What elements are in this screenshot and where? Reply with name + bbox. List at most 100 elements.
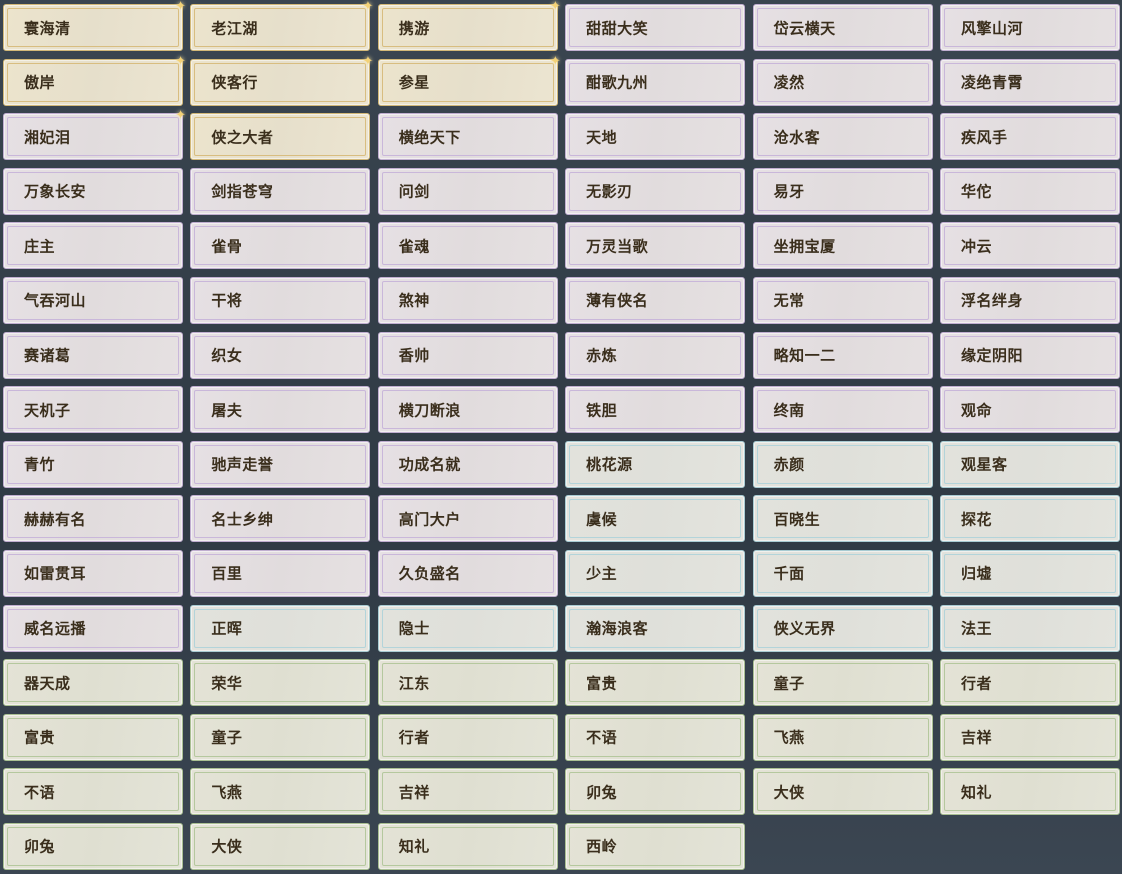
title-card-purple[interactable]: 驰声走誉	[190, 440, 371, 488]
title-card-purple[interactable]: 屠夫	[190, 386, 371, 434]
title-card-purple[interactable]: 万灵当歌	[565, 222, 746, 270]
title-card-purple[interactable]: 天机子	[3, 386, 183, 434]
title-card-purple[interactable]: 煞神	[377, 276, 558, 324]
title-card-green[interactable]: 行者	[377, 713, 558, 761]
title-card-green[interactable]: 西岭	[565, 822, 746, 870]
title-card-purple[interactable]: 干将	[190, 276, 371, 324]
title-card-purple[interactable]: 缘定阴阳	[939, 331, 1120, 379]
title-card-purple[interactable]: 酣歌九州	[565, 58, 746, 106]
title-card-purple[interactable]: 名士乡绅	[190, 495, 371, 543]
title-card-purple[interactable]: 气吞河山	[3, 276, 183, 324]
title-card-gold[interactable]: 侠客行 ✦	[190, 54, 373, 106]
title-card-purple[interactable]: 观命	[939, 386, 1120, 434]
title-card-blue[interactable]: 少主	[565, 549, 746, 597]
title-card-blue[interactable]: 法王	[939, 604, 1120, 652]
title-card-purple[interactable]: 问剑	[377, 167, 558, 215]
title-card-purple[interactable]: 赛诸葛	[3, 331, 183, 379]
title-card-gold[interactable]: 老江湖 ✦	[190, 0, 373, 51]
title-card-purple[interactable]: 坐拥宝厦	[752, 222, 933, 270]
title-card-purple[interactable]: 万象长安	[3, 167, 183, 215]
title-card-green[interactable]: 童子	[752, 659, 933, 707]
title-card-purple[interactable]: 冲云	[939, 222, 1120, 270]
title-card-purple[interactable]: 终南	[752, 386, 933, 434]
title-card-green[interactable]: 器天成	[3, 659, 183, 707]
title-card-purple[interactable]: 雀骨	[190, 222, 371, 270]
title-label: 不语	[586, 728, 618, 747]
title-card-purple[interactable]: 织女	[190, 331, 371, 379]
title-card-blue[interactable]: 观星客	[939, 440, 1120, 488]
title-card-green[interactable]: 飞燕	[752, 713, 933, 761]
title-card-purple[interactable]: 风擎山河	[939, 4, 1120, 51]
title-card-purple[interactable]: 剑指苍穹	[190, 167, 371, 215]
title-card-purple[interactable]: 无影刃	[565, 167, 746, 215]
title-card-green[interactable]: 富贵	[565, 659, 746, 707]
title-card-purple[interactable]: 岱云横天	[752, 4, 933, 51]
title-card-purple[interactable]: 赤炼	[565, 331, 746, 379]
title-card-purple[interactable]: 薄有侠名	[565, 276, 746, 324]
title-card-green[interactable]: 荣华	[190, 659, 371, 707]
title-card-blue[interactable]: 赤颜	[752, 440, 933, 488]
title-card-blue[interactable]: 正晖	[190, 604, 371, 652]
title-card-purple[interactable]: 香帅	[377, 331, 558, 379]
title-card-green[interactable]: 不语	[3, 768, 183, 816]
title-card-purple[interactable]: 如雷贯耳	[3, 549, 183, 597]
title-card-gold[interactable]: 寰海清 ✦	[3, 0, 186, 51]
title-card-blue[interactable]: 探花	[939, 495, 1120, 543]
title-card-purple[interactable]: 略知一二	[752, 331, 933, 379]
title-card-green[interactable]: 卯兔	[3, 822, 183, 870]
title-card-purple[interactable]: 青竹	[3, 440, 183, 488]
title-card-green[interactable]: 知礼	[939, 768, 1120, 816]
title-card-blue[interactable]: 隐士	[377, 604, 558, 652]
title-card-green[interactable]: 童子	[190, 713, 371, 761]
title-card-green[interactable]: 吉祥	[939, 713, 1120, 761]
title-card-blue[interactable]: 桃花源	[565, 440, 746, 488]
title-card-blue[interactable]: 虞候	[565, 495, 746, 543]
title-card-blue[interactable]: 归墟	[939, 549, 1120, 597]
title-card-gold[interactable]: 傲岸 ✦	[3, 54, 186, 106]
title-card-purple[interactable]: 湘妃泪 ✦	[3, 108, 186, 161]
title-card-green[interactable]: 江东	[377, 659, 558, 707]
card-frame	[381, 62, 554, 102]
title-card-green[interactable]: 吉祥	[377, 768, 558, 816]
title-card-purple[interactable]: 赫赫有名	[3, 495, 183, 543]
title-card-purple[interactable]: 疾风手	[939, 113, 1120, 161]
title-card-purple[interactable]: 无常	[752, 276, 933, 324]
title-card-purple[interactable]: 横绝天下	[377, 113, 558, 161]
title-label: 香帅	[398, 346, 430, 365]
title-card-purple[interactable]: 久负盛名	[377, 549, 558, 597]
title-card-green[interactable]: 卯兔	[565, 768, 746, 816]
title-card-blue[interactable]: 千面	[752, 549, 933, 597]
title-card-purple[interactable]: 凌然	[752, 58, 933, 106]
title-card-green[interactable]: 飞燕	[190, 768, 371, 816]
title-card-purple[interactable]: 凌绝青霄	[939, 58, 1120, 106]
title-card-purple[interactable]: 沧水客	[752, 113, 933, 161]
title-card-purple[interactable]: 横刀断浪	[377, 386, 558, 434]
card-frame	[194, 499, 367, 539]
title-card-green[interactable]: 大侠	[190, 822, 371, 870]
title-card-gold[interactable]: 侠之大者	[190, 113, 371, 161]
title-card-purple[interactable]: 庄主	[3, 222, 183, 270]
title-card-blue[interactable]: 侠义无界	[752, 604, 933, 652]
title-card-gold[interactable]: 携游 ✦	[377, 0, 561, 51]
card-frame	[194, 553, 367, 593]
title-card-green[interactable]: 行者	[939, 659, 1120, 707]
title-card-purple[interactable]: 雀魂	[377, 222, 558, 270]
title-card-purple[interactable]: 铁胆	[565, 386, 746, 434]
title-card-purple[interactable]: 甜甜大笑	[565, 4, 746, 51]
title-card-purple[interactable]: 华佗	[939, 167, 1120, 215]
title-card-blue[interactable]: 瀚海浪客	[565, 604, 746, 652]
title-card-gold[interactable]: 参星 ✦	[377, 54, 561, 106]
title-card-green[interactable]: 大侠	[752, 768, 933, 816]
title-card-purple[interactable]: 天地	[565, 113, 746, 161]
card-frame	[381, 335, 554, 375]
title-card-green[interactable]: 不语	[565, 713, 746, 761]
title-card-purple[interactable]: 功成名就	[377, 440, 558, 488]
title-card-blue[interactable]: 百晓生	[752, 495, 933, 543]
title-card-purple[interactable]: 威名远播	[3, 604, 183, 652]
title-card-purple[interactable]: 易牙	[752, 167, 933, 215]
title-card-purple[interactable]: 百里	[190, 549, 371, 597]
title-card-purple[interactable]: 浮名绊身	[939, 276, 1120, 324]
title-card-green[interactable]: 富贵	[3, 713, 183, 761]
title-card-purple[interactable]: 高门大户	[377, 495, 558, 543]
title-card-green[interactable]: 知礼	[377, 822, 558, 870]
